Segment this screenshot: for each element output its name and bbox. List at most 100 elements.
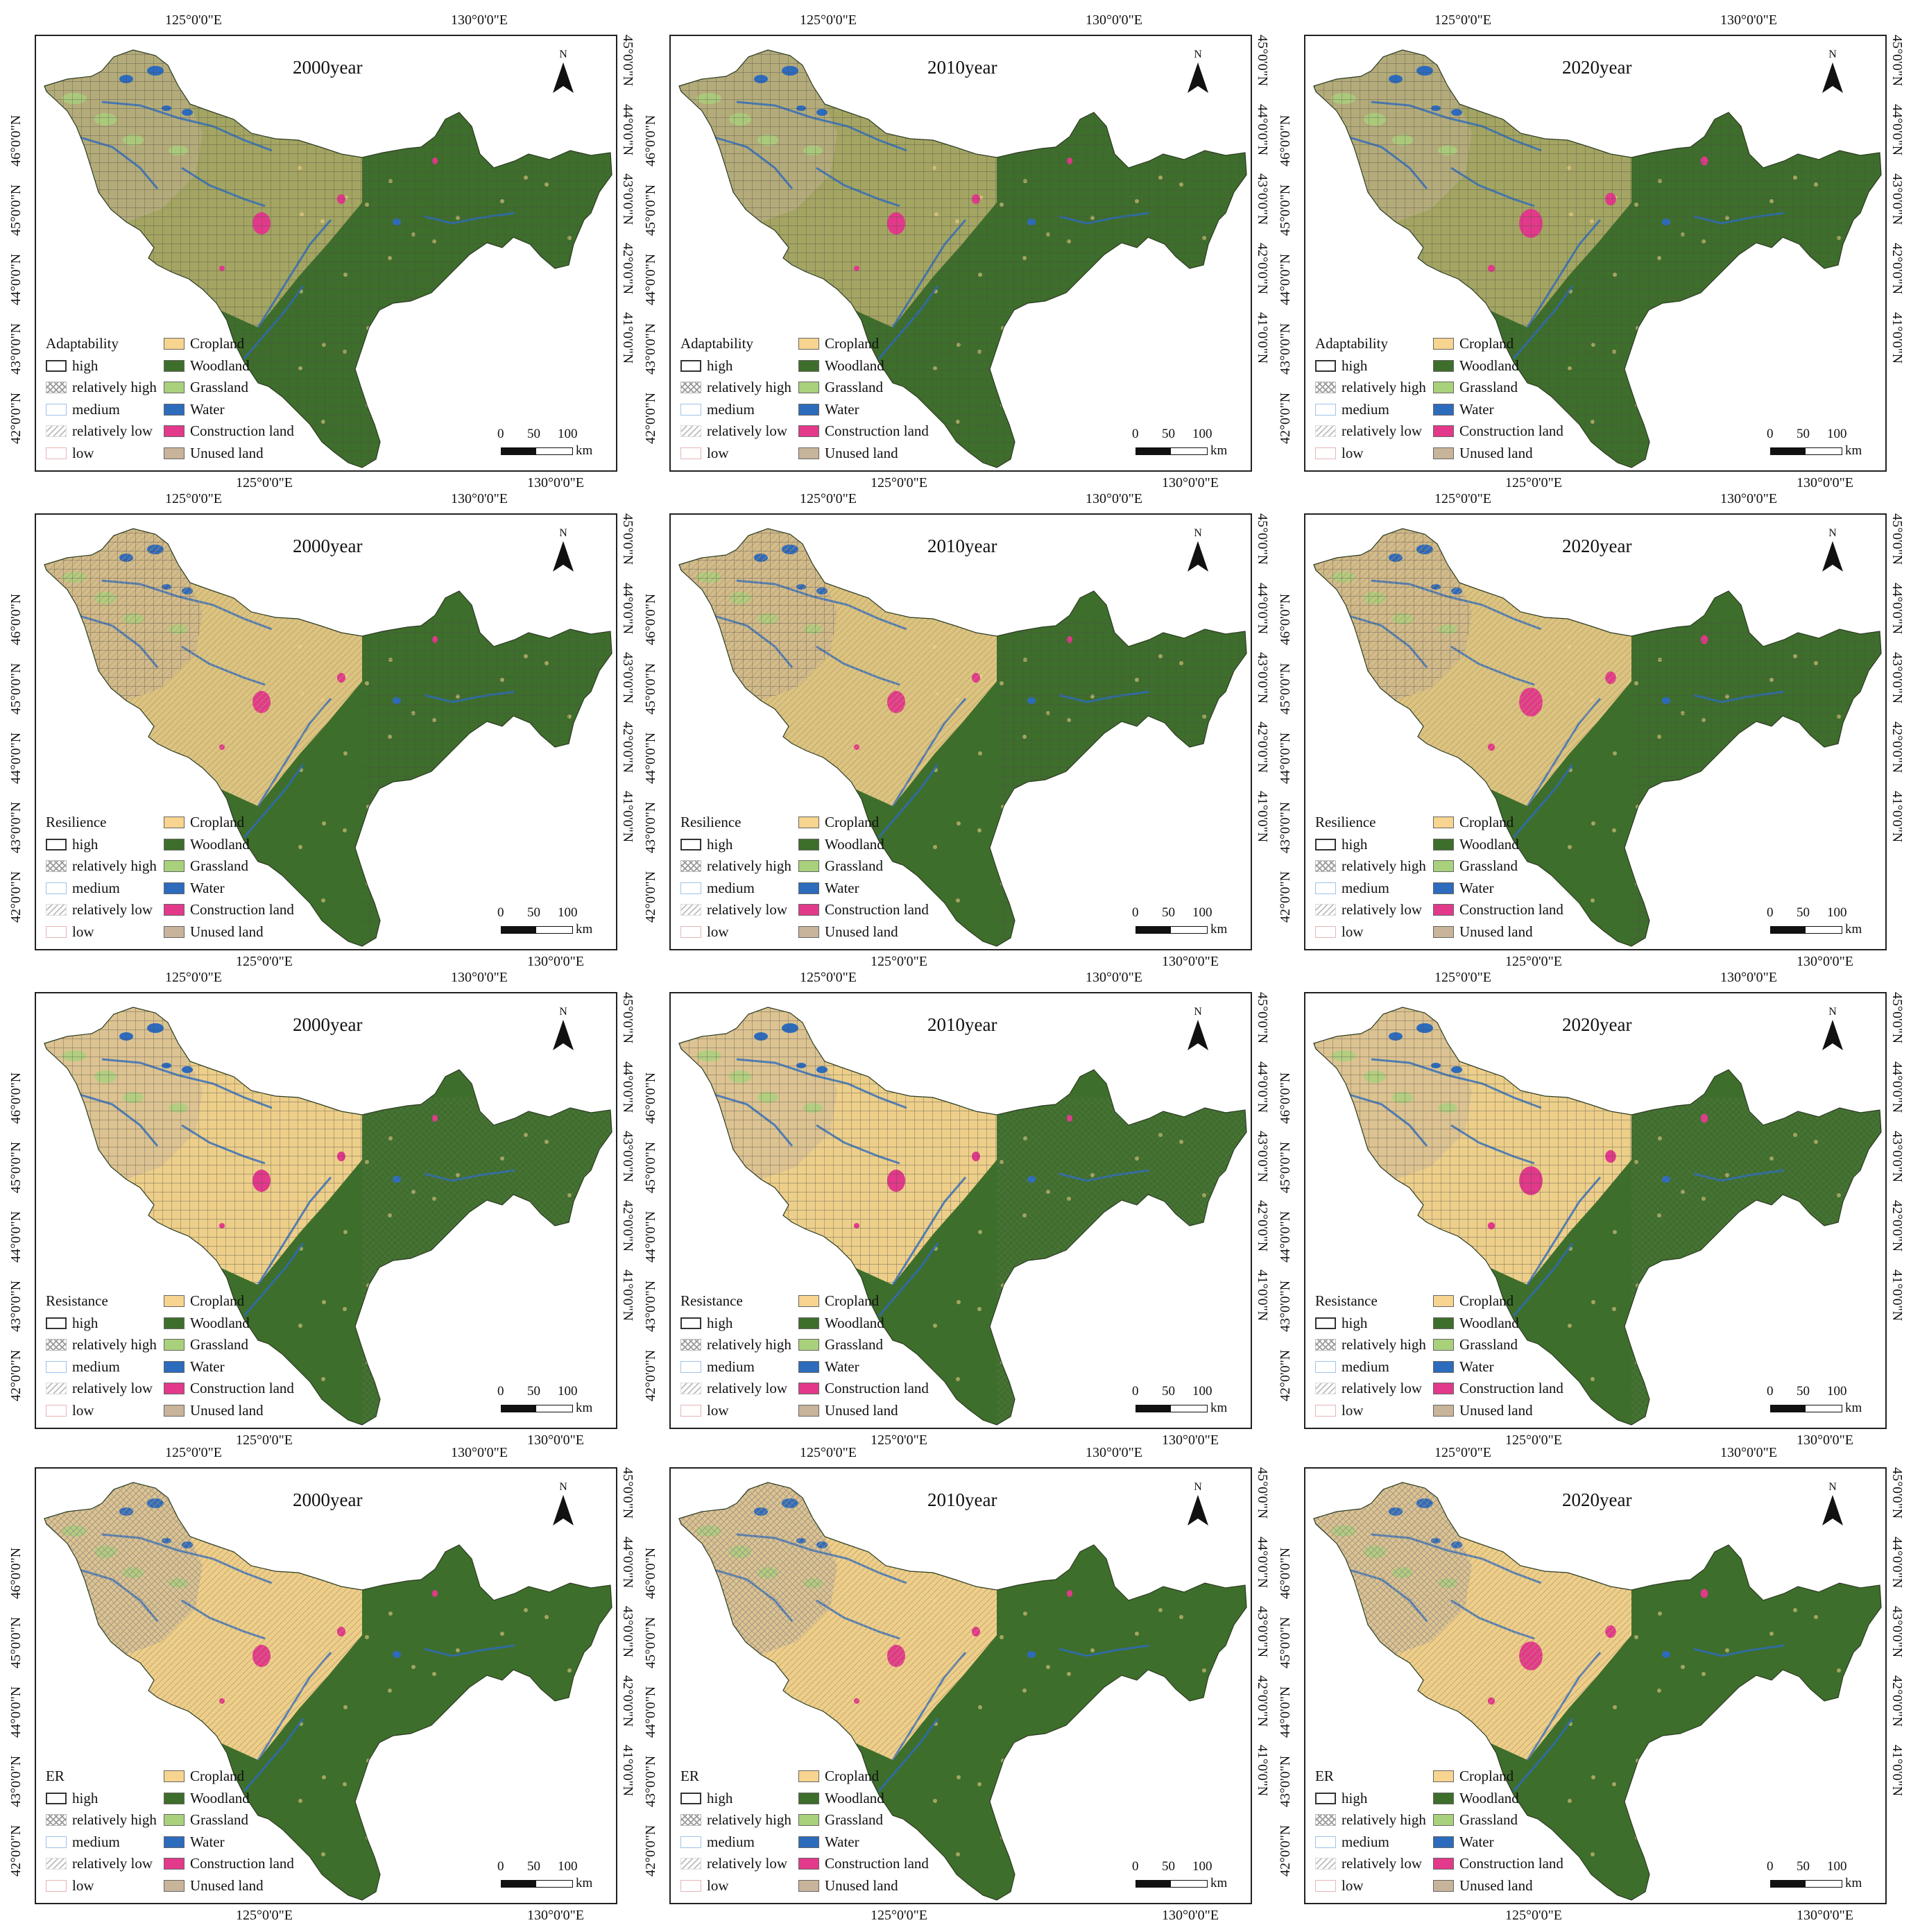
north-arrow: N: [1184, 1006, 1212, 1054]
cropland-patch: [1568, 1324, 1572, 1328]
region-boundary: [678, 1007, 1247, 1426]
cropland-patch: [343, 828, 347, 832]
legend-item: Construction land: [1433, 1378, 1586, 1400]
scale-bar: 0 50 100 km: [497, 427, 612, 468]
legend-item: relatively low: [46, 420, 178, 443]
map-panel: 125°0'0"E 130°0'0"E 125°0'0"E 130°0'0"E 42°0…: [7, 7, 635, 490]
legend-label: Cropland: [1459, 1768, 1514, 1784]
scale-unit: km: [576, 443, 593, 458]
north-arrow-icon: [1188, 1020, 1208, 1050]
latitude-label-left: 45°0'0"N: [1278, 184, 1293, 236]
north-label: N: [559, 49, 567, 60]
legend-label: relatively low: [707, 1380, 788, 1396]
legend-item: Water: [798, 1831, 951, 1854]
legend-swatch: [798, 1858, 819, 1870]
longitude-label-bottom: 130°0'0"E: [1797, 475, 1853, 490]
legend-item: relatively high: [1315, 855, 1447, 878]
lake: [1027, 1651, 1036, 1658]
legend-item: medium: [1315, 878, 1447, 900]
cropland-patch: [1724, 1250, 1729, 1254]
cropland-patch: [977, 828, 982, 832]
cropland-patch: [501, 1357, 505, 1361]
legend-label: Construction land: [190, 1380, 294, 1396]
legend-label: low: [72, 1877, 94, 1894]
legend-item: Construction land: [798, 899, 951, 921]
legend-label: relatively high: [1342, 1336, 1426, 1353]
legend-label: Water: [1459, 1833, 1494, 1850]
cropland-patch: [501, 1832, 505, 1836]
scale-label: 0: [1132, 427, 1139, 441]
cropland-patch: [1747, 1380, 1751, 1385]
scale-bar-fill: [1771, 448, 1806, 454]
cropland-patch: [1045, 788, 1049, 792]
cropland-patch: [1769, 1632, 1774, 1636]
legend-swatch: [1433, 1295, 1454, 1308]
legend-swatch: [1433, 1383, 1454, 1395]
cropland-patch: [1591, 1300, 1595, 1304]
legend-swatch: [1315, 447, 1336, 459]
legend-label: Cropland: [190, 1768, 245, 1784]
legend-item: Unused land: [1433, 1875, 1586, 1897]
scale-unit: km: [1210, 1876, 1228, 1890]
cropland-patch: [1134, 1709, 1138, 1713]
scale-label: 50: [1797, 1384, 1810, 1399]
latitude-label-left: 42°0'0"N: [1278, 871, 1293, 923]
longitude-label-top: 130°0'0"E: [1086, 12, 1142, 28]
scale-label: 50: [1162, 1859, 1175, 1874]
region-boundary: [44, 1007, 612, 1426]
construction-land-patch: [1786, 246, 1796, 256]
latitude-label-right: 45°0'0"N: [1255, 992, 1270, 1044]
scale-bar: 0 50 100 km: [497, 905, 612, 947]
legend-swatch: [798, 925, 819, 938]
cropland-patch: [455, 1725, 459, 1729]
cropland-patch: [567, 1668, 572, 1673]
land-use-legend: Cropland Woodland Grassland Water Constructi…: [164, 812, 316, 943]
map-panel: 125°0'0"E 130°0'0"E 125°0'0"E 130°0'0"E 42°0…: [7, 964, 635, 1448]
north-arrow-icon: [1822, 1495, 1843, 1525]
latitude-label-left: 45°0'0"N: [1278, 1616, 1293, 1668]
latitude-label-left: 45°0'0"N: [643, 1616, 658, 1668]
longitude-label-bottom: 125°0'0"E: [871, 475, 927, 490]
cropland-patch: [1135, 878, 1140, 882]
cropland-patch: [389, 1337, 393, 1341]
scale-bar: 0 50 100 km: [1132, 1384, 1246, 1426]
cropland-patch: [1815, 1263, 1819, 1267]
map-panel: 125°0'0"E 130°0'0"E 125°0'0"E 130°0'0"E 42°0…: [7, 486, 635, 969]
longitude-label-bottom: 125°0'0"E: [236, 475, 293, 490]
level-high-overlay: [1314, 50, 1881, 468]
legend-item: Construction land: [798, 1853, 951, 1875]
latitude-label-right: 42°0'0"N: [1889, 1675, 1905, 1727]
north-label: N: [1194, 49, 1202, 60]
longitude-label-top: 130°0'0"E: [451, 12, 508, 28]
cropland-patch: [1091, 416, 1095, 420]
evaluation-legend: Adaptability high relatively high medium rel…: [1315, 333, 1447, 464]
latitude-label-right: 45°0'0"N: [1255, 35, 1270, 87]
latitude-label-right: 44°0'0"N: [620, 104, 635, 156]
legend-swatch: [46, 1404, 67, 1417]
legend-label: Woodland: [190, 835, 250, 853]
legend-label: low: [72, 923, 94, 940]
cropland-patch: [411, 788, 415, 792]
map-frame: 2020year N Adaptability high relatively high…: [1304, 35, 1887, 472]
legend-label: Construction land: [1459, 1380, 1563, 1396]
latitude-label-right: 44°0'0"N: [620, 1061, 635, 1113]
cropland-patch: [1747, 346, 1751, 350]
cropland-patch: [410, 386, 414, 391]
latitude-label-left: 43°0'0"N: [643, 801, 658, 853]
legend-label: Unused land: [1459, 1877, 1533, 1894]
legend-item: Unused land: [798, 1400, 951, 1422]
longitude-label-top: 130°0'0"E: [451, 970, 508, 985]
legend-item: medium: [680, 1356, 812, 1378]
cropland-patch: [1815, 1340, 1819, 1344]
longitude-label-top: 125°0'0"E: [1434, 970, 1491, 985]
scale-label: 100: [558, 427, 578, 441]
cropland-patch: [411, 1742, 415, 1746]
cropland-patch: [1658, 1812, 1663, 1816]
legend-swatch: [164, 1770, 185, 1783]
grassland-patch: [710, 1602, 729, 1613]
cropland-patch: [411, 309, 415, 314]
legend-swatch: [1433, 1770, 1454, 1783]
longitude-label-top: 125°0'0"E: [165, 970, 222, 985]
latitude-label-right: 45°0'0"N: [1889, 513, 1905, 565]
longitude-label-top: 130°0'0"E: [451, 491, 508, 506]
